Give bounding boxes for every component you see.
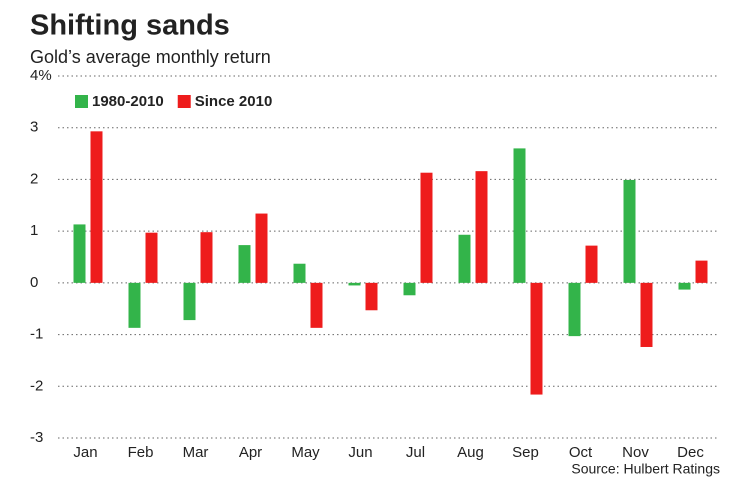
bar xyxy=(475,171,488,283)
bar xyxy=(695,260,708,283)
bar xyxy=(530,282,543,395)
x-tick-label: Apr xyxy=(239,444,262,461)
bar xyxy=(200,232,213,283)
bar xyxy=(73,224,86,283)
bar xyxy=(255,213,268,283)
bar xyxy=(568,282,581,337)
bar xyxy=(128,282,141,328)
bar xyxy=(403,282,416,296)
bar xyxy=(348,282,361,286)
bar xyxy=(678,282,691,290)
bar xyxy=(145,232,158,283)
bar xyxy=(365,282,378,311)
x-tick-label: Jun xyxy=(348,444,372,461)
bar xyxy=(183,282,196,321)
bar xyxy=(585,245,598,283)
bar xyxy=(90,131,103,283)
x-tick-label: Feb xyxy=(128,444,154,461)
y-tick-label: -3 xyxy=(30,429,43,446)
x-tick-label: Mar xyxy=(183,444,209,461)
bar xyxy=(293,263,306,283)
source: Source: Hulbert Ratings xyxy=(571,461,720,477)
y-tick-label: 2 xyxy=(30,170,38,187)
bar xyxy=(640,282,653,347)
bar xyxy=(420,172,433,283)
x-tick-label: Dec xyxy=(677,444,704,461)
bar xyxy=(238,245,251,283)
chart-title: Shifting sands xyxy=(30,10,230,42)
bar xyxy=(623,179,636,283)
y-tick-label: 1 xyxy=(30,222,38,239)
x-tick-label: May xyxy=(291,444,320,461)
legend-swatch xyxy=(75,95,88,108)
x-tick-label: Jul xyxy=(406,444,425,461)
x-tick-label: Sep xyxy=(512,444,539,461)
y-tick-label: -1 xyxy=(30,326,43,343)
bar xyxy=(513,148,526,283)
x-tick-label: Aug xyxy=(457,444,484,461)
bar xyxy=(458,234,471,283)
legend-swatch xyxy=(177,95,191,108)
y-tick-label: 0 xyxy=(30,274,38,291)
y-tick-label: 3 xyxy=(30,119,38,136)
x-tick-label: Jan xyxy=(73,444,97,461)
y-tick-label: -2 xyxy=(30,377,43,394)
bar xyxy=(310,282,323,328)
x-tick-label: Nov xyxy=(622,444,649,461)
chart-subtitle: Gold’s average monthly return xyxy=(30,47,271,67)
legend-label: Since 2010 xyxy=(195,93,273,110)
y-tick-label: 4% xyxy=(30,67,52,84)
x-tick-label: Oct xyxy=(569,444,593,461)
legend-label: 1980-2010 xyxy=(92,93,164,110)
